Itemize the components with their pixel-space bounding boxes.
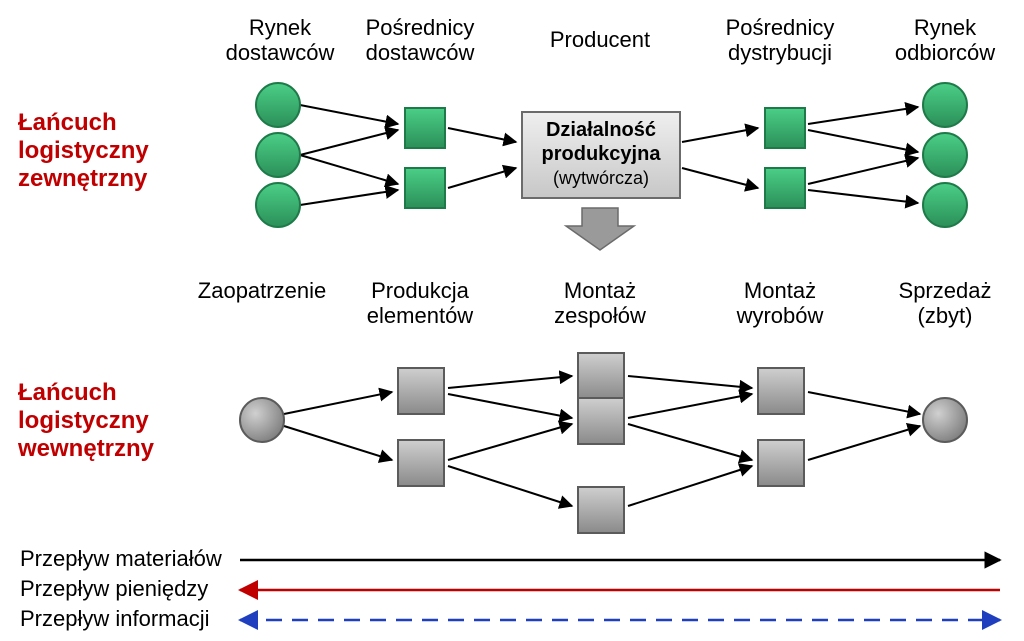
- assembly-unit-square: [578, 487, 624, 533]
- svg-text:Montaż: Montaż: [744, 278, 816, 303]
- svg-text:Producent: Producent: [550, 27, 650, 52]
- svg-text:Pośrednicy: Pośrednicy: [366, 15, 475, 40]
- svg-text:wyrobów: wyrobów: [736, 303, 824, 328]
- element-production-square: [398, 368, 444, 414]
- assembly-unit-square: [578, 353, 624, 399]
- svg-text:Montaż: Montaż: [564, 278, 636, 303]
- svg-text:dystrybucji: dystrybucji: [728, 40, 832, 65]
- svg-text:elementów: elementów: [367, 303, 474, 328]
- customer-circle: [923, 133, 967, 177]
- label-c2-l2: dostawców: [366, 40, 475, 65]
- internal-chain-shapes: [240, 353, 967, 533]
- label-c4-l2: dystrybucji: [728, 40, 832, 65]
- distribution-intermediary-square: [765, 168, 805, 208]
- supplier-circle: [256, 83, 300, 127]
- svg-text:Łańcuch: Łańcuch: [18, 109, 117, 136]
- producer-box-line1: Działalność: [546, 119, 656, 141]
- svg-text:Produkcja: Produkcja: [371, 278, 470, 303]
- label-c1-l1: Rynek: [249, 15, 312, 40]
- supplier-intermediary-square: [405, 108, 445, 148]
- element-production-square: [398, 440, 444, 486]
- svg-text:zespołów: zespołów: [554, 303, 646, 328]
- svg-text:Sprzedaż: Sprzedaż: [899, 278, 992, 303]
- svg-text:zewnętrzny: zewnętrzny: [18, 165, 148, 192]
- svg-text:Rynek: Rynek: [249, 15, 312, 40]
- producer-box-line3: (wytwórcza): [553, 168, 649, 188]
- label-c3: Producent: [550, 27, 650, 52]
- label-c4-l1: Pośrednicy: [726, 15, 835, 40]
- assembly-unit-square: [578, 398, 624, 444]
- procurement-circle: [240, 398, 284, 442]
- svg-text:dostawców: dostawców: [226, 40, 335, 65]
- label-c5-l2: odbiorców: [895, 40, 995, 65]
- svg-text:Rynek: Rynek: [914, 15, 977, 40]
- product-assembly-square: [758, 368, 804, 414]
- legend: Przepływ materiałów Przepływ pieniędzy P…: [20, 546, 1000, 631]
- label-b1: Zaopatrzenie: [198, 278, 326, 303]
- logistics-chain-diagram: Rynek dostawców Pośrednicy dostawców Pro…: [0, 0, 1024, 641]
- svg-text:odbiorców: odbiorców: [895, 40, 995, 65]
- svg-text:logistyczny: logistyczny: [18, 137, 149, 164]
- supplier-circle: [256, 133, 300, 177]
- supplier-circle: [256, 183, 300, 227]
- legend-info-label: Przepływ informacji: [20, 606, 210, 631]
- customer-circle: [923, 83, 967, 127]
- external-chain-shapes: Działalność produkcyjna (wytwórcza): [256, 83, 967, 227]
- legend-money-label: Przepływ pieniędzy: [20, 576, 208, 601]
- legend-materials-label: Przepływ materiałów: [20, 546, 222, 571]
- label-c5-l1: Rynek: [914, 15, 977, 40]
- supplier-intermediary-square: [405, 168, 445, 208]
- row-label-internal: Łańcuch logistyczny wewnętrzny: [17, 379, 155, 462]
- label-c2-l1: Pośrednicy: [366, 15, 475, 40]
- distribution-intermediary-square: [765, 108, 805, 148]
- big-down-arrow-icon: [566, 208, 634, 250]
- row-label-external: Łańcuch logistyczny zewnętrzny: [18, 109, 149, 192]
- product-assembly-square: [758, 440, 804, 486]
- top-column-labels: Rynek dostawców Pośrednicy dostawców Pro…: [226, 15, 996, 65]
- bottom-column-labels: Zaopatrzenie Produkcja elementów Montaż …: [198, 278, 992, 328]
- customer-circle: [923, 183, 967, 227]
- sales-circle: [923, 398, 967, 442]
- svg-text:(zbyt): (zbyt): [918, 303, 973, 328]
- label-c1-l2: dostawców: [226, 40, 335, 65]
- svg-text:dostawców: dostawców: [366, 40, 475, 65]
- svg-text:Pośrednicy: Pośrednicy: [726, 15, 835, 40]
- svg-text:wewnętrzny: wewnętrzny: [17, 435, 155, 462]
- svg-text:logistyczny: logistyczny: [18, 407, 149, 434]
- producer-box-line2: produkcyjna: [542, 143, 662, 165]
- svg-text:Łańcuch: Łańcuch: [18, 379, 117, 406]
